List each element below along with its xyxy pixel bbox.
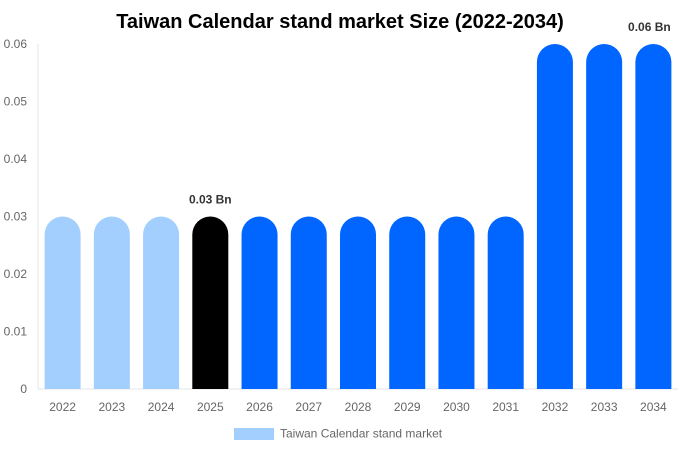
bar-2029[interactable] [389,216,426,390]
bar-2028[interactable] [340,216,376,390]
bar-2033[interactable] [586,44,623,389]
x-tick-label: 2024 [148,400,175,414]
data-label: 0.06 Bn [628,20,671,34]
bar-2022[interactable] [44,216,81,389]
y-tick-label: 0.03 [4,210,28,224]
legend-label[interactable]: Taiwan Calendar stand market [280,427,443,441]
y-tick-label: 0.05 [4,95,28,109]
bar-2031[interactable] [487,216,524,390]
y-tick-label: 0 [20,382,27,396]
x-tick-label: 2032 [542,400,569,414]
bar-2034[interactable] [635,44,672,389]
x-tick-label: 2026 [246,400,273,414]
x-tick-label: 2028 [345,400,372,414]
x-tick-label: 2029 [394,400,421,414]
y-tick-label: 0.01 [4,325,28,339]
bar-2032[interactable] [536,44,573,389]
bar-2030[interactable] [438,216,475,390]
bar-2025[interactable] [192,216,229,390]
bar-2027[interactable] [290,216,327,390]
x-tick-label: 2031 [492,400,519,414]
chart-title: Taiwan Calendar stand market Size (2022-… [116,11,564,33]
x-tick-label: 2025 [197,400,224,414]
legend-swatch [234,428,274,440]
x-tick-label: 2023 [98,400,125,414]
bar-2024[interactable] [143,216,180,390]
data-label: 0.03 Bn [189,193,232,207]
x-tick-label: 2033 [591,400,618,414]
y-tick-label: 0.06 [4,37,28,51]
x-tick-label: 2034 [640,400,667,414]
bar-2023[interactable] [93,216,130,390]
y-tick-label: 0.02 [4,267,28,281]
x-tick-label: 2030 [443,400,470,414]
bar-2026[interactable] [241,216,278,389]
y-tick-label: 0.04 [4,152,28,166]
x-tick-label: 2022 [49,400,76,414]
x-tick-label: 2027 [295,400,322,414]
